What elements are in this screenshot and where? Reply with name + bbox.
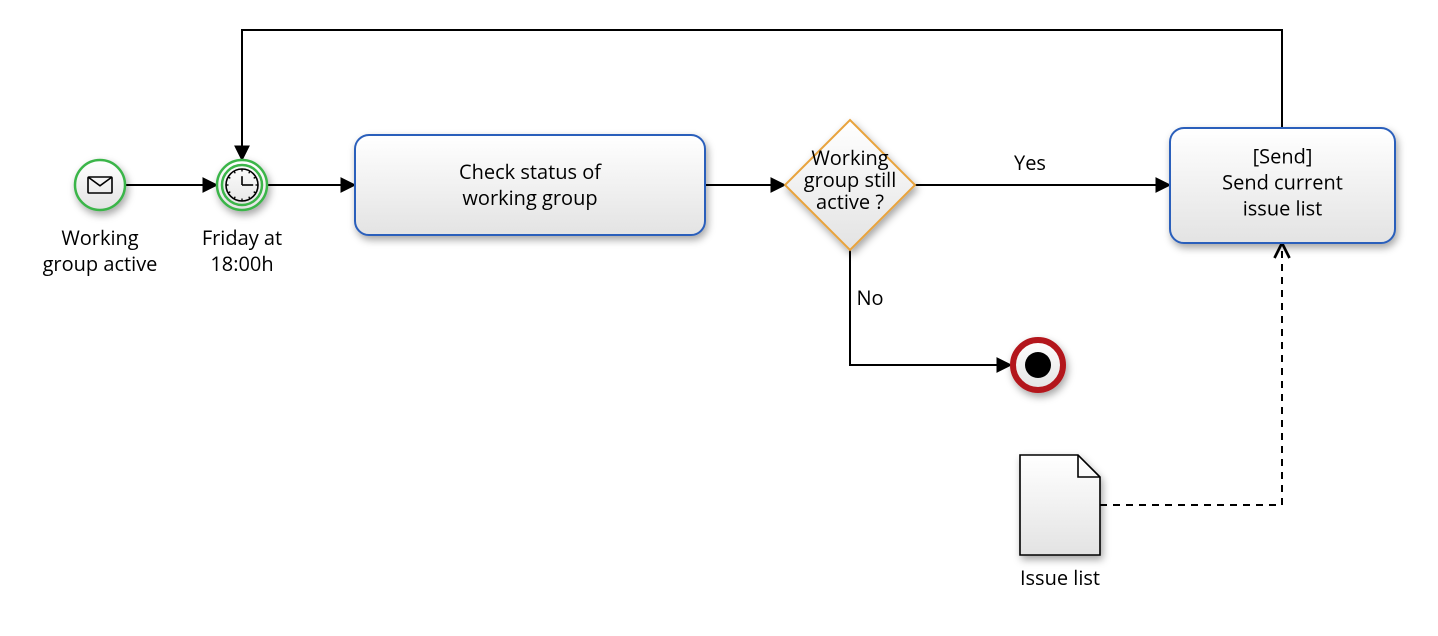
task-check-label: Check status ofworking group xyxy=(459,158,602,211)
timer-event xyxy=(217,160,267,210)
start-message-label: Workinggroup active xyxy=(43,224,158,277)
gateway-label: Workinggroup stillactive ? xyxy=(804,144,897,215)
exclusive-gateway: Workinggroup stillactive ? xyxy=(785,120,915,250)
task-check-status: Check status ofworking group xyxy=(355,135,705,235)
edge-layer xyxy=(125,30,1282,505)
edge-label-e5: No xyxy=(856,284,883,311)
data-object-label: Issue list xyxy=(1020,564,1100,591)
data-object-issue-list xyxy=(1020,455,1100,555)
end-event xyxy=(1013,340,1063,390)
timer-event-label: Friday at18:00h xyxy=(202,224,282,277)
edge-label-e4: Yes xyxy=(1014,149,1046,176)
start-message-event xyxy=(75,160,125,210)
task-send: [Send]Send currentissue list xyxy=(1170,128,1395,243)
edge-e7 xyxy=(1100,243,1282,505)
